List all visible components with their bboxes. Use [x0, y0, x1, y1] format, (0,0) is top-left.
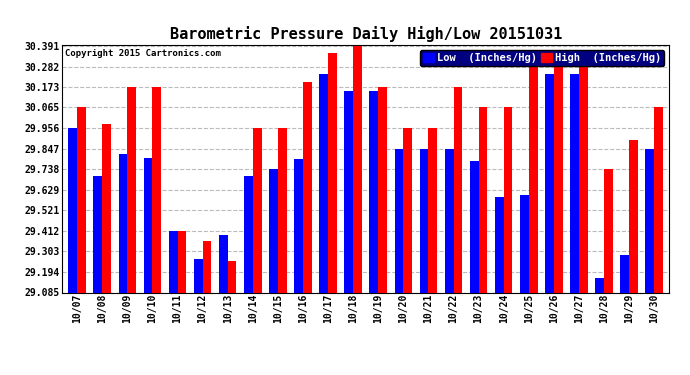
- Bar: [470, 161, 479, 292]
- Bar: [102, 123, 111, 292]
- Bar: [378, 87, 387, 292]
- Bar: [244, 176, 253, 292]
- Bar: [203, 241, 211, 292]
- Bar: [604, 169, 613, 292]
- Bar: [504, 108, 513, 292]
- Text: Copyright 2015 Cartronics.com: Copyright 2015 Cartronics.com: [65, 49, 221, 58]
- Bar: [77, 108, 86, 292]
- Bar: [453, 87, 462, 292]
- Bar: [128, 87, 136, 292]
- Bar: [595, 278, 604, 292]
- Bar: [177, 231, 186, 292]
- Bar: [545, 75, 554, 292]
- Title: Barometric Pressure Daily High/Low 20151031: Barometric Pressure Daily High/Low 20151…: [170, 27, 562, 42]
- Bar: [395, 148, 404, 292]
- Bar: [344, 92, 353, 292]
- Bar: [194, 260, 203, 292]
- Bar: [93, 176, 102, 292]
- Bar: [654, 108, 663, 292]
- Bar: [278, 128, 286, 292]
- Bar: [253, 128, 262, 292]
- Bar: [645, 148, 654, 292]
- Bar: [219, 235, 228, 292]
- Bar: [319, 75, 328, 292]
- Bar: [269, 169, 278, 292]
- Bar: [620, 255, 629, 292]
- Bar: [579, 66, 588, 292]
- Bar: [420, 148, 428, 292]
- Legend: Low  (Inches/Hg), High  (Inches/Hg): Low (Inches/Hg), High (Inches/Hg): [420, 50, 664, 66]
- Bar: [445, 148, 453, 292]
- Bar: [369, 92, 378, 292]
- Bar: [495, 197, 504, 292]
- Bar: [529, 66, 538, 292]
- Bar: [428, 128, 437, 292]
- Bar: [479, 108, 487, 292]
- Bar: [520, 195, 529, 292]
- Bar: [228, 261, 237, 292]
- Bar: [570, 75, 579, 292]
- Bar: [68, 128, 77, 292]
- Bar: [404, 128, 412, 292]
- Bar: [169, 231, 177, 292]
- Bar: [294, 159, 303, 292]
- Bar: [144, 158, 152, 292]
- Bar: [629, 140, 638, 292]
- Bar: [554, 53, 562, 292]
- Bar: [328, 53, 337, 292]
- Bar: [353, 46, 362, 292]
- Bar: [119, 154, 128, 292]
- Bar: [152, 87, 161, 292]
- Bar: [303, 82, 312, 292]
